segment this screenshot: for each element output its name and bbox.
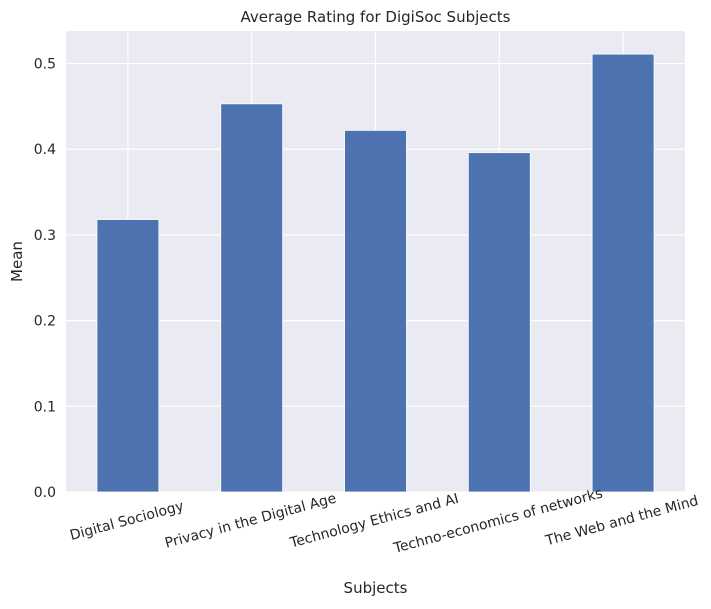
y-tick-label: 0.2 <box>34 314 56 330</box>
bar <box>467 152 531 493</box>
y-tick-label: 0.3 <box>34 228 56 244</box>
y-axis-label: Mean <box>8 241 26 282</box>
bar <box>344 129 407 493</box>
y-tick-label: 0.5 <box>34 57 56 73</box>
bar <box>591 53 655 493</box>
chart-title: Average Rating for DigiSoc Subjects <box>241 8 511 26</box>
bar <box>220 103 284 493</box>
y-tick-label: 0.4 <box>34 142 56 158</box>
bar <box>96 219 160 493</box>
x-tick-label: Techno-economics of networks <box>391 486 604 557</box>
x-axis-label: Subjects <box>344 579 408 597</box>
y-tick-labels: 0.0 0.1 0.2 0.3 0.4 0.5 <box>34 57 56 501</box>
y-tick-label: 0.1 <box>34 399 56 415</box>
bar-layer <box>96 53 655 493</box>
y-tick-label: 0.0 <box>34 485 56 501</box>
